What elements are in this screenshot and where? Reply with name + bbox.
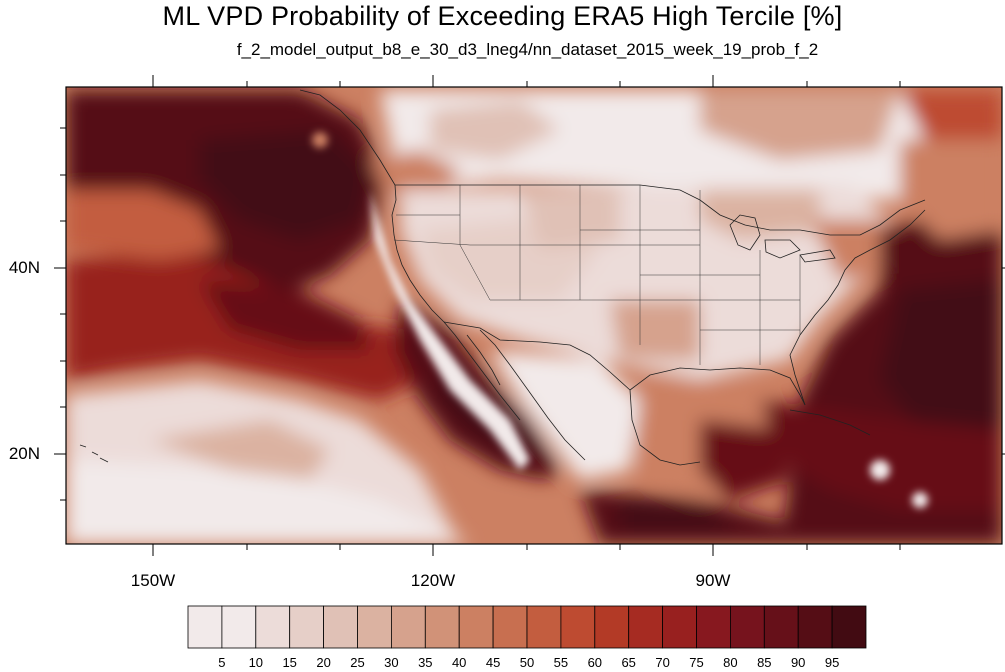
colorbar-level-label: 30 — [384, 655, 399, 670]
colorbar-box — [662, 605, 697, 649]
colorbar-box — [323, 605, 358, 649]
colorbar-box — [289, 605, 325, 649]
colorbar-level-label: 15 — [282, 655, 297, 670]
map-title: ML VPD Probability of Exceeding ERA5 Hig… — [162, 1, 843, 31]
colorbar-box — [255, 605, 291, 649]
colorbar-level-label: 20 — [316, 655, 331, 670]
plot-frame — [65, 86, 1003, 545]
colorbar-level-label: 35 — [418, 655, 433, 670]
colorbar-level-label: 85 — [757, 655, 772, 670]
colorbar-box — [357, 605, 392, 649]
lon-label-150w: 150W — [130, 571, 176, 590]
colorbar-box — [628, 605, 664, 649]
colorbar-level-label: 90 — [790, 655, 806, 670]
colorbar-box — [797, 605, 833, 649]
colorbar-level-label: 45 — [485, 655, 501, 670]
colorbar-box — [424, 605, 460, 649]
colorbar-box — [187, 605, 223, 649]
colorbar-level-label: 25 — [350, 655, 365, 670]
colorbar-level-label: 70 — [655, 655, 670, 670]
axis-ticks — [54, 75, 1005, 556]
state-borders — [393, 185, 801, 365]
colorbar-box — [831, 605, 867, 649]
map-subtitle: f_2_model_output_b8_e_30_d3_lneg4/nn_dat… — [236, 40, 819, 59]
lat-label-40n: 40N — [8, 258, 40, 277]
colorbar-level-label: 80 — [723, 655, 738, 670]
colorbar-box — [594, 605, 630, 649]
colorbar-box — [492, 605, 528, 649]
colorbar-box — [390, 605, 426, 649]
lon-label-90w: 90W — [695, 571, 731, 590]
lon-label-120w: 120W — [410, 571, 456, 590]
colorbar-level-label: 75 — [689, 655, 704, 670]
probability-field — [66, 87, 1002, 544]
colorbar-box — [221, 605, 257, 649]
colorbar-box — [560, 605, 596, 649]
colorbar-level-label: 60 — [587, 655, 603, 670]
lat-label-20n: 20N — [8, 444, 40, 463]
colorbar-level-label: 95 — [824, 655, 840, 670]
colorbar-level-label: 40 — [451, 655, 467, 670]
colorbar-level-label: 10 — [248, 655, 264, 670]
colorbar-box — [696, 605, 731, 649]
colorbar-level-label: 55 — [553, 655, 569, 670]
colorbar-box — [763, 605, 799, 649]
colorbar-level-label: 65 — [621, 655, 636, 670]
colorbar-level-label: 5 — [218, 655, 226, 670]
colorbar-box — [730, 605, 765, 649]
colorbar-box — [458, 605, 494, 649]
colorbar-box — [526, 605, 562, 649]
coastlines — [79, 89, 926, 466]
colorbar-level-label: 50 — [519, 655, 535, 670]
